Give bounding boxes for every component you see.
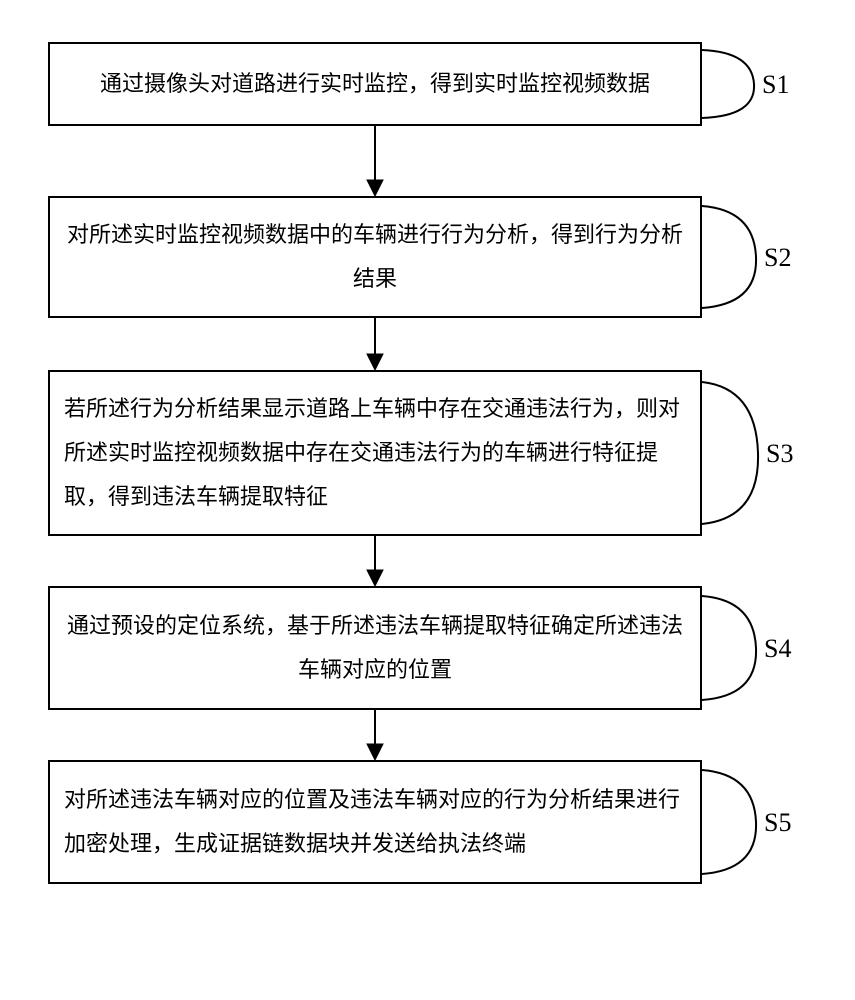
arrow-down-icon	[360, 536, 390, 586]
arrow-wrap	[48, 536, 702, 586]
step-label-s4: S4	[764, 634, 791, 664]
step-label-s2: S2	[764, 243, 791, 273]
step-label-s3: S3	[766, 439, 793, 469]
step-label-s5: S5	[764, 808, 791, 838]
label-connector: S2	[702, 196, 808, 318]
label-connector: S5	[702, 760, 808, 884]
step-box-s1: 通过摄像头对道路进行实时监控，得到实时监控视频数据	[48, 42, 702, 126]
step-row: 通过预设的定位系统，基于所述违法车辆提取特征确定所述违法车辆对应的位置 S4	[48, 586, 808, 710]
step-row: 对所述实时监控视频数据中的车辆进行行为分析，得到行为分析结果 S2	[48, 196, 808, 318]
step-box-s5: 对所述违法车辆对应的位置及违法车辆对应的行为分析结果进行加密处理，生成证据链数据…	[48, 760, 702, 884]
step-row: 若所述行为分析结果显示道路上车辆中存在交通违法行为，则对所述实时监控视频数据中存…	[48, 370, 808, 536]
step-text: 通过摄像头对道路进行实时监控，得到实时监控视频数据	[100, 62, 650, 106]
flowchart-container: 通过摄像头对道路进行实时监控，得到实时监控视频数据 S1 对所述实时监控视频数据…	[48, 42, 808, 884]
step-box-s3: 若所述行为分析结果显示道路上车辆中存在交通违法行为，则对所述实时监控视频数据中存…	[48, 370, 702, 536]
label-connector: S4	[702, 586, 808, 710]
step-row: 通过摄像头对道路进行实时监控，得到实时监控视频数据 S1	[48, 42, 808, 126]
step-row: 对所述违法车辆对应的位置及违法车辆对应的行为分析结果进行加密处理，生成证据链数据…	[48, 760, 808, 884]
arrow-down-icon	[360, 126, 390, 196]
step-text: 若所述行为分析结果显示道路上车辆中存在交通违法行为，则对所述实时监控视频数据中存…	[64, 387, 686, 519]
step-text: 对所述违法车辆对应的位置及违法车辆对应的行为分析结果进行加密处理，生成证据链数据…	[64, 778, 686, 866]
step-text: 对所述实时监控视频数据中的车辆进行行为分析，得到行为分析结果	[64, 213, 686, 301]
arrow-wrap	[48, 710, 702, 760]
arrow-wrap	[48, 318, 702, 370]
step-label-s1: S1	[762, 70, 789, 100]
label-connector: S3	[702, 370, 808, 536]
arrow-down-icon	[360, 318, 390, 370]
step-box-s2: 对所述实时监控视频数据中的车辆进行行为分析，得到行为分析结果	[48, 196, 702, 318]
arrow-down-icon	[360, 710, 390, 760]
arrow-wrap	[48, 126, 702, 196]
step-box-s4: 通过预设的定位系统，基于所述违法车辆提取特征确定所述违法车辆对应的位置	[48, 586, 702, 710]
step-text: 通过预设的定位系统，基于所述违法车辆提取特征确定所述违法车辆对应的位置	[64, 604, 686, 692]
label-connector: S1	[702, 42, 808, 126]
